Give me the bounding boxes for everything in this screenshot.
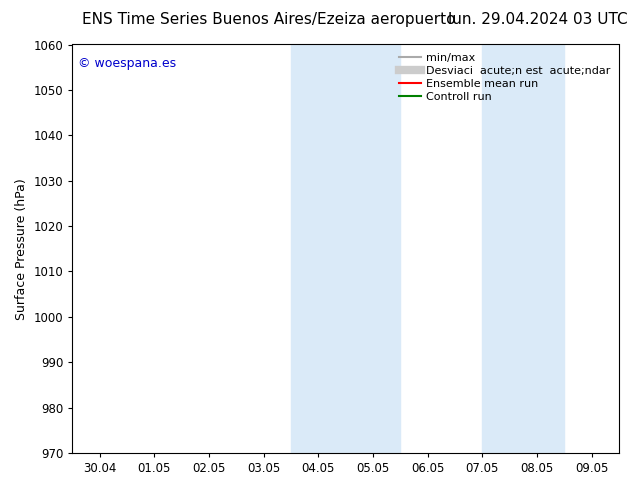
Bar [291, 45, 400, 453]
Y-axis label: Surface Pressure (hPa): Surface Pressure (hPa) [15, 178, 28, 319]
Text: ENS Time Series Buenos Aires/Ezeiza aeropuerto: ENS Time Series Buenos Aires/Ezeiza aero… [82, 12, 456, 27]
Bar [482, 45, 564, 453]
Text: © woespana.es: © woespana.es [78, 57, 176, 70]
Text: lun. 29.04.2024 03 UTC: lun. 29.04.2024 03 UTC [448, 12, 628, 27]
Legend: min/max, Desviaci  acute;n est  acute;ndar, Ensemble mean run, Controll run: min/max, Desviaci acute;n est acute;ndar… [396, 50, 614, 105]
